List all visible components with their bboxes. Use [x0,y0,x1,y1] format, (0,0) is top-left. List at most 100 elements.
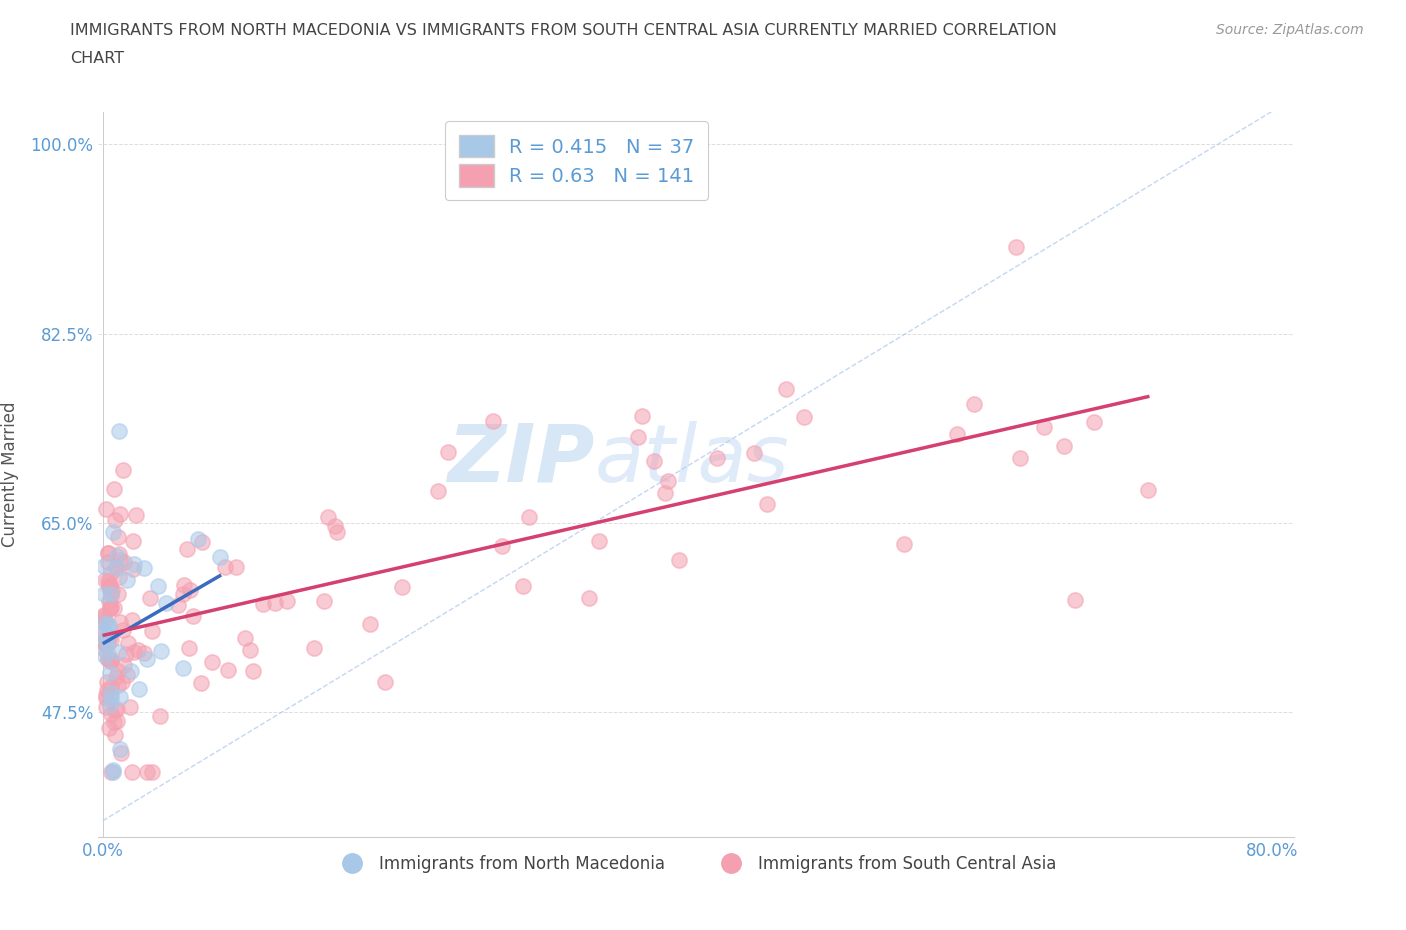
Point [107,529,129,544]
Point [97,546,120,561]
Point [115,646,138,661]
Point [217,663,239,678]
Point [94,687,117,702]
Point [436,445,458,459]
Text: IMMIGRANTS FROM NORTH MACEDONIA VS IMMIGRANTS FROM SOUTH CENTRAL ASIA CURRENTLY : IMMIGRANTS FROM NORTH MACEDONIA VS IMMIG… [70,23,1057,38]
Point [100,707,122,722]
Point [107,677,129,692]
Point [945,426,967,441]
Point [98,629,121,644]
Point [98,666,121,681]
Point [134,560,156,575]
Point [98,689,121,704]
Point [239,642,262,657]
Point [96,644,118,658]
Point [141,764,163,779]
Point [167,598,190,613]
Point [108,552,131,567]
Point [150,644,173,658]
Point [100,680,122,695]
Point [179,582,201,597]
Point [104,513,127,528]
Point [190,535,212,550]
Point [115,573,138,588]
Point [101,582,124,597]
Point [100,566,122,581]
Point [654,485,676,500]
Point [124,644,146,659]
Point [101,525,124,539]
Point [100,691,122,706]
Point [519,510,541,525]
Point [94,616,117,631]
Point [742,445,765,460]
Point [107,644,129,659]
Point [141,624,163,639]
Point [146,578,169,593]
Point [97,618,120,633]
Point [98,580,121,595]
Point [491,538,513,553]
Point [98,601,121,616]
Point [391,579,413,594]
Point [176,541,198,556]
Point [177,640,200,655]
Point [112,462,135,477]
Point [97,627,120,642]
Point [97,574,120,589]
Point [643,453,665,468]
Point [426,483,449,498]
Point [100,652,122,667]
Legend: Immigrants from North Macedonia, Immigrants from South Central Asia: Immigrants from North Macedonia, Immigra… [329,848,1063,880]
Point [173,578,195,592]
Point [112,554,135,569]
Point [963,397,986,412]
Point [214,559,236,574]
Point [127,643,149,658]
Point [94,691,117,706]
Point [103,714,125,729]
Point [98,653,121,668]
Point [94,626,117,641]
Point [100,587,122,602]
Point [94,635,117,650]
Point [1063,592,1085,607]
Point [112,622,135,637]
Point [98,721,121,736]
Point [94,501,117,516]
Point [96,683,118,698]
Point [263,595,285,610]
Point [93,634,115,649]
Point [316,510,339,525]
Point [326,525,349,539]
Point [121,562,143,577]
Point [121,764,143,779]
Point [374,675,396,690]
Point [172,587,194,602]
Point [631,408,654,423]
Point [121,534,143,549]
Point [775,381,797,396]
Point [578,591,600,606]
Point [172,660,194,675]
Point [108,690,131,705]
Point [893,537,915,551]
Point [481,414,503,429]
Point [100,686,122,701]
Text: Source: ZipAtlas.com: Source: ZipAtlas.com [1216,23,1364,37]
Point [120,663,142,678]
Point [105,713,128,728]
Point [105,549,128,564]
Point [93,624,115,639]
Point [93,615,115,630]
Point [108,423,131,438]
Point [121,613,143,628]
Point [190,675,212,690]
Point [108,615,131,630]
Point [1136,482,1159,497]
Point [225,560,247,575]
Point [1083,414,1105,429]
Point [793,409,815,424]
Point [233,631,256,645]
Point [139,591,162,606]
